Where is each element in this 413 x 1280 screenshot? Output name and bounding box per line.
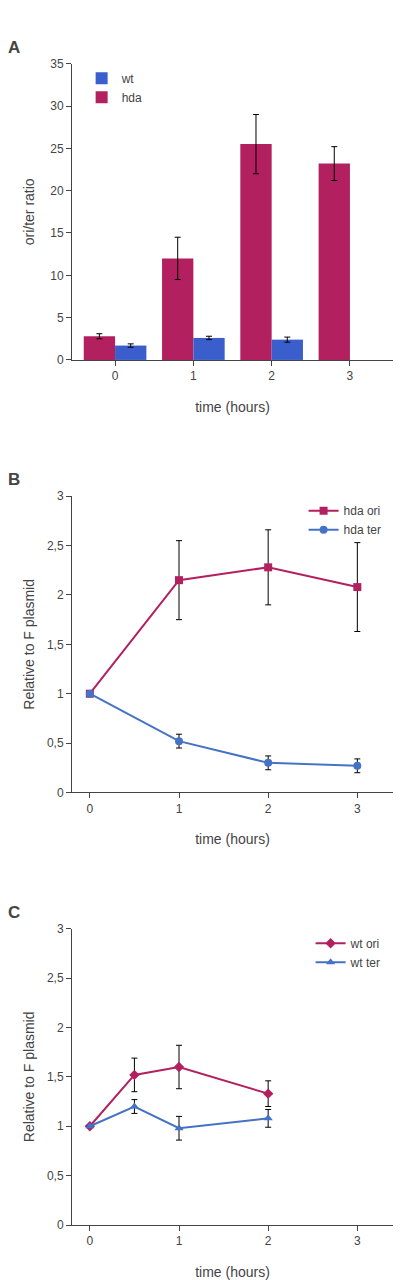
svg-text:time (hours): time (hours) xyxy=(195,831,270,847)
svg-text:5: 5 xyxy=(57,311,64,325)
svg-text:time (hours): time (hours) xyxy=(195,399,270,415)
svg-text:2,5: 2,5 xyxy=(47,971,64,985)
svg-text:1: 1 xyxy=(176,1234,183,1248)
svg-text:wt ori: wt ori xyxy=(350,937,380,951)
svg-text:hda ori: hda ori xyxy=(344,504,381,518)
svg-text:3: 3 xyxy=(57,489,64,503)
svg-text:3: 3 xyxy=(354,802,361,816)
svg-text:2: 2 xyxy=(57,1021,64,1035)
svg-text:wt: wt xyxy=(121,72,135,86)
svg-text:20: 20 xyxy=(50,184,64,198)
svg-text:1: 1 xyxy=(190,369,197,383)
svg-text:3: 3 xyxy=(354,1234,361,1248)
svg-text:3: 3 xyxy=(347,369,354,383)
svg-text:Relative to F plasmid: Relative to F plasmid xyxy=(21,579,37,710)
svg-text:2,5: 2,5 xyxy=(47,539,64,553)
svg-text:10: 10 xyxy=(50,269,64,283)
svg-text:0: 0 xyxy=(57,1218,64,1232)
svg-text:B: B xyxy=(8,470,20,489)
svg-text:Relative to F plasmid: Relative to F plasmid xyxy=(21,1012,37,1143)
svg-text:0: 0 xyxy=(112,369,119,383)
svg-text:1,5: 1,5 xyxy=(47,1070,64,1084)
svg-text:2: 2 xyxy=(265,802,272,816)
svg-text:0: 0 xyxy=(57,786,64,800)
svg-text:0,5: 0,5 xyxy=(47,1169,64,1183)
svg-text:0: 0 xyxy=(86,802,93,816)
svg-text:0: 0 xyxy=(86,1234,93,1248)
svg-text:2: 2 xyxy=(268,369,275,383)
svg-text:time (hours): time (hours) xyxy=(195,1264,270,1280)
svg-text:25: 25 xyxy=(50,142,64,156)
svg-text:1: 1 xyxy=(57,1119,64,1133)
svg-text:2: 2 xyxy=(265,1234,272,1248)
svg-text:1: 1 xyxy=(57,687,64,701)
svg-text:1,5: 1,5 xyxy=(47,638,64,652)
svg-text:1: 1 xyxy=(176,802,183,816)
svg-text:2: 2 xyxy=(57,588,64,602)
svg-text:0: 0 xyxy=(57,353,64,367)
svg-text:A: A xyxy=(8,38,20,57)
svg-text:hda: hda xyxy=(122,91,142,105)
svg-text:wt ter: wt ter xyxy=(350,956,380,970)
svg-text:15: 15 xyxy=(50,226,64,240)
svg-text:ori/ter ratio: ori/ter ratio xyxy=(21,178,37,245)
svg-text:35: 35 xyxy=(50,57,64,71)
svg-text:3: 3 xyxy=(57,922,64,936)
svg-text:C: C xyxy=(8,903,20,922)
svg-text:hda ter: hda ter xyxy=(344,523,381,537)
svg-text:0,5: 0,5 xyxy=(47,736,64,750)
svg-text:30: 30 xyxy=(50,99,64,113)
